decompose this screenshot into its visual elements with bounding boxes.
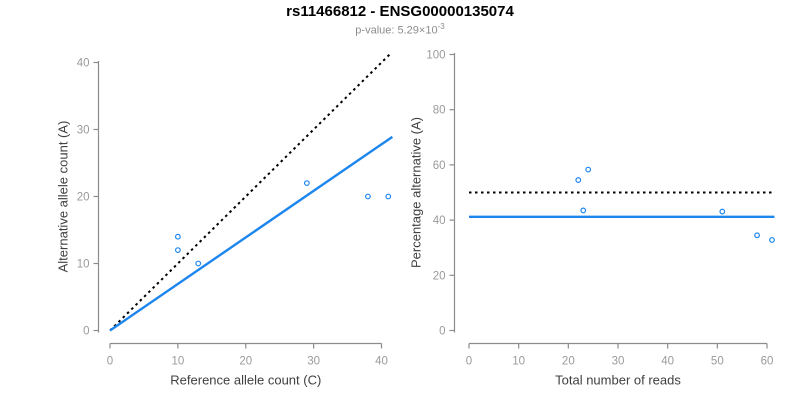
right-x-tick-label: 0 <box>466 356 472 368</box>
right-y-tick-label: 60 <box>433 160 446 172</box>
right-y-tick-label: 100 <box>426 50 445 62</box>
right-data-point <box>580 207 587 214</box>
right-y-tick-label: 20 <box>433 270 446 282</box>
right-y-axis-title: Percentage alternative (A) <box>409 117 424 268</box>
right-scatter-panel: 0 20 40 60 80 100 0 10 20 30 40 50 60 Total number of… <box>409 50 775 388</box>
left-x-tick-label: 20 <box>239 356 252 368</box>
left-scatter-panel: 0 10 20 30 40 0 10 20 30 40 Reference allele count… <box>56 53 394 388</box>
right-data-point <box>575 177 582 183</box>
page-title: rs11466812 - ENSG00000135074 <box>286 3 514 20</box>
left-y-tick-label: 10 <box>77 259 90 271</box>
right-y-tick-label: 40 <box>433 215 446 227</box>
left-y-tick-label: 40 <box>77 58 90 70</box>
right-x-axis-title: Total number of reads <box>555 373 681 388</box>
right-y-tick-label: 80 <box>433 105 446 117</box>
left-x-axis-title: Reference allele count (C) <box>170 373 321 388</box>
right-x-tick-label: 20 <box>562 356 575 368</box>
left-x-tick-label: 30 <box>307 356 320 368</box>
right-x-tick-label: 40 <box>661 356 674 368</box>
left-y-tick-label: 30 <box>77 125 90 137</box>
p-value-text: p-value: 5.29×10 <box>355 24 438 37</box>
right-x-tick-label: 60 <box>761 356 774 368</box>
left-data-point <box>385 193 392 200</box>
left-y-tick-label: 20 <box>77 192 90 204</box>
left-data-point <box>365 193 371 200</box>
right-x-tick-label: 50 <box>711 356 724 368</box>
left-x-tick-label: 40 <box>375 356 388 368</box>
right-y-tick-label: 0 <box>439 326 445 338</box>
identity-line <box>109 53 391 332</box>
left-y-axis-title: Alternative allele count (A) <box>56 121 71 273</box>
left-x-tick-label: 10 <box>171 356 184 368</box>
right-data-point <box>754 232 760 239</box>
p-value-exponent: -3 <box>437 22 445 31</box>
left-data-point <box>174 233 181 240</box>
left-data-point <box>195 260 202 267</box>
right-x-tick-label: 10 <box>512 356 525 368</box>
left-x-tick-label: 0 <box>107 356 113 368</box>
p-value-subtitle: p-value: 5.29×10-3 <box>0 22 800 37</box>
right-x-tick-label: 30 <box>612 356 625 368</box>
left-data-point <box>303 180 310 187</box>
right-data-point <box>719 208 726 215</box>
left-data-point <box>174 247 181 254</box>
fit-line <box>109 135 394 332</box>
left-y-tick-label: 0 <box>83 326 89 338</box>
right-data-point <box>585 166 592 173</box>
right-data-point <box>769 237 775 243</box>
